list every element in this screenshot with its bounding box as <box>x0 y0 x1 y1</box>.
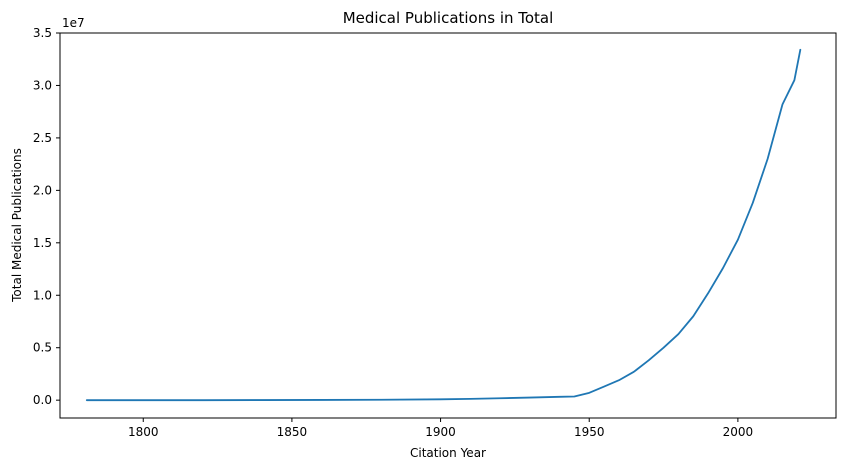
y-tick-label: 1.0 <box>33 288 52 302</box>
y-tick-label: 0.0 <box>33 393 52 407</box>
y-tick-label: 0.5 <box>33 341 52 355</box>
x-axis-label: Citation Year <box>410 446 486 460</box>
y-tick-label: 3.0 <box>33 78 52 92</box>
x-tick-label: 1900 <box>425 425 456 439</box>
x-tick-label: 1950 <box>574 425 605 439</box>
x-tick-label: 2000 <box>723 425 754 439</box>
x-axis: 1800 1850 1900 1950 2000 <box>128 418 753 439</box>
x-tick-label: 1800 <box>128 425 159 439</box>
y-tick-label: 1.5 <box>33 236 52 250</box>
plot-area <box>85 48 802 402</box>
plot-frame <box>59 32 837 419</box>
y-axis-offset-label: 1e7 <box>62 16 85 30</box>
y-tick-label: 2.0 <box>33 183 52 197</box>
x-tick-label: 1850 <box>277 425 308 439</box>
y-axis: 0.0 0.5 1.0 1.5 2.0 2.5 3.0 3.5 <box>33 26 60 407</box>
y-axis-label: Total Medical Publications <box>10 148 24 303</box>
y-tick-label: 3.5 <box>33 26 52 40</box>
chart-title: Medical Publications in Total <box>343 9 554 27</box>
y-tick-label: 2.5 <box>33 131 52 145</box>
series-line <box>85 48 802 402</box>
